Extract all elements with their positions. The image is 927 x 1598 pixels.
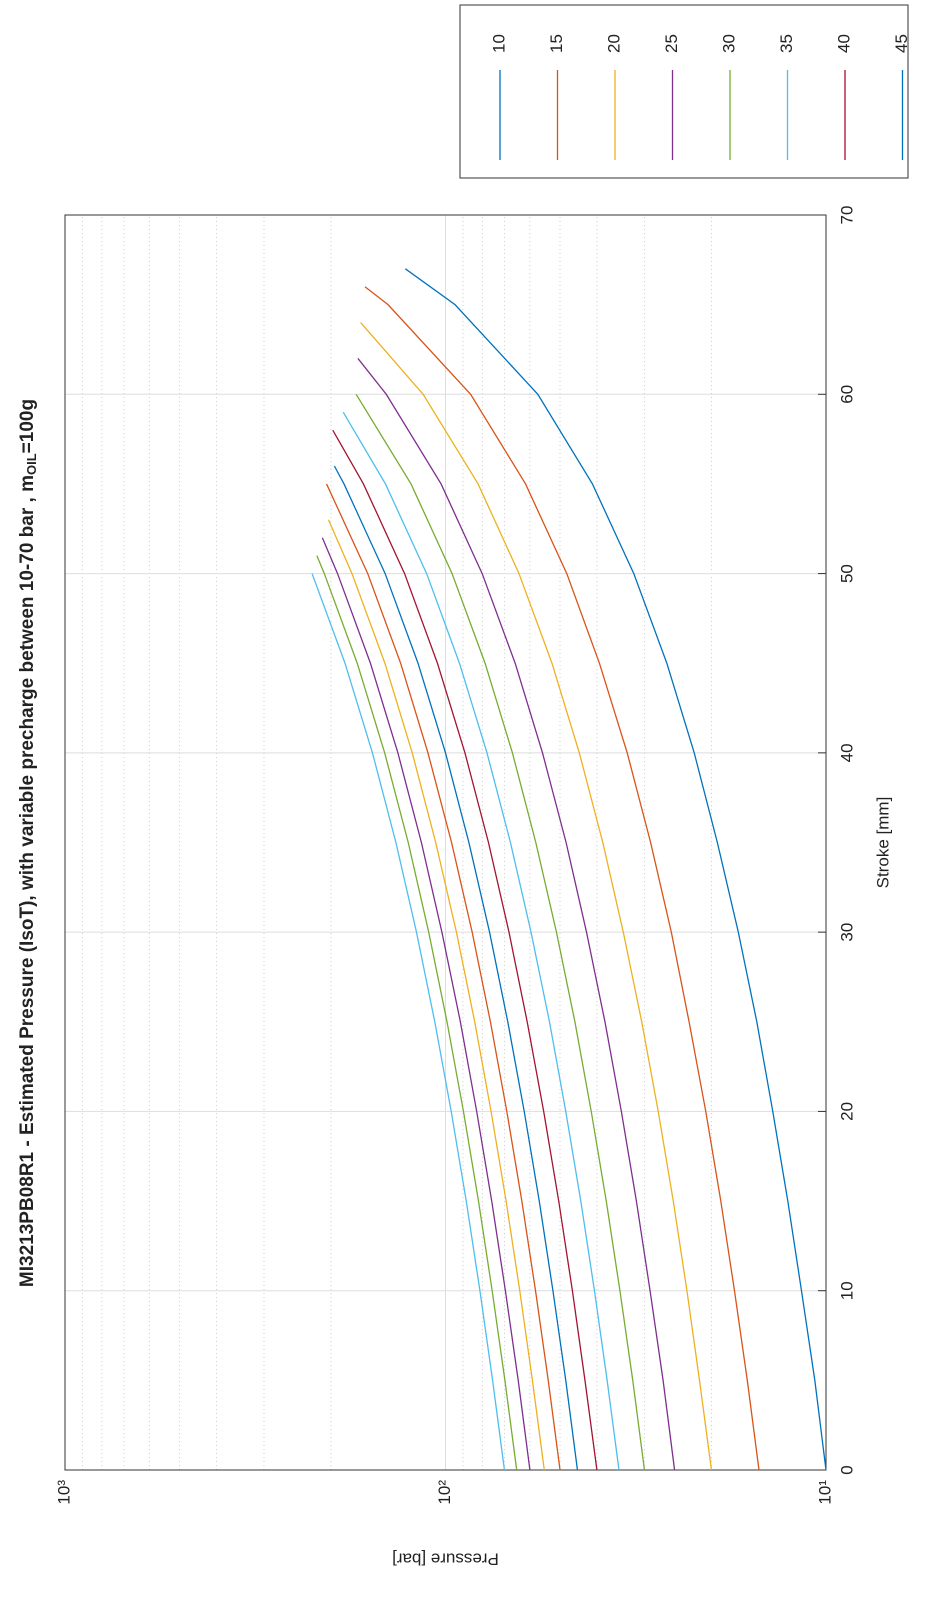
legend-label: 35 (777, 34, 796, 53)
series-line (357, 358, 676, 1471)
x-tick-label: 60 (837, 385, 856, 404)
chart-title: MI3213PB08R1 - Estimated Pressure (IsoT)… (17, 399, 39, 1287)
x-tick-label: 30 (837, 923, 856, 942)
series-line (327, 519, 545, 1471)
legend-box (459, 4, 909, 179)
title-subscript: OIL (24, 453, 39, 475)
series-line (321, 537, 531, 1471)
x-tick-label: 50 (837, 564, 856, 583)
legend-label: 40 (834, 34, 853, 53)
legend-label: 30 (719, 34, 738, 53)
x-tick-label: 20 (837, 1102, 856, 1121)
legend-label: 20 (604, 34, 623, 53)
series-line (360, 322, 713, 1471)
x-tick-label: 70 (837, 206, 856, 225)
series-line (355, 393, 646, 1471)
series-line (316, 555, 518, 1471)
series-line (404, 268, 827, 1471)
legend-label: 25 (662, 34, 681, 53)
series-line (333, 465, 579, 1471)
series-line (342, 411, 620, 1471)
y-tick-label: 10¹ (815, 1480, 834, 1505)
x-tick-label: 40 (837, 743, 856, 762)
series-line (325, 483, 561, 1471)
x-tick-label: 10 (837, 1281, 856, 1300)
y-tick-label: 10³ (54, 1480, 73, 1505)
x-axis-label: Stroke [mm] (873, 797, 892, 889)
x-tick-label: 0 (837, 1465, 856, 1474)
rotated-frame: MI3213PB08R1 - Estimated Pressure (IsoT)… (17, 4, 911, 1569)
series-line (364, 286, 760, 1471)
legend-label: 45 (892, 34, 911, 53)
title-suffix: =100g (17, 399, 38, 453)
series-line (311, 573, 506, 1471)
legend-label: 15 (547, 34, 566, 53)
legend-label: 10 (489, 34, 508, 53)
title-main: MI3213PB08R1 - Estimated Pressure (IsoT)… (17, 475, 38, 1287)
plot-frame (64, 214, 827, 1471)
series-line (332, 429, 598, 1471)
y-axis-label: Pressure [bar] (392, 1550, 499, 1569)
y-tick-label: 10² (435, 1480, 454, 1505)
